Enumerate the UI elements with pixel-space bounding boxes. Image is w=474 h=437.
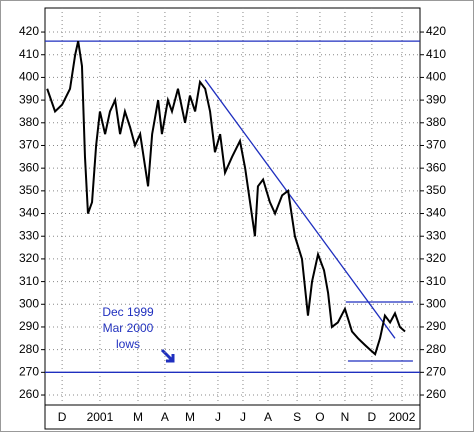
x-tick-label: 2002 [389,410,416,424]
y-tick-label: 340 [426,206,446,220]
y-tick-label: 280 [426,342,446,356]
y-tick-label: 420 [19,24,39,38]
arrow [160,348,175,363]
x-tick-label: M [133,410,143,424]
y-tick-label: 400 [19,70,39,84]
y-tick-label: 400 [426,70,446,84]
y-tick-label: 330 [19,228,39,242]
y-tick-label: 270 [426,365,446,379]
annotation: lows [116,337,140,351]
y-tick-label: 380 [19,115,39,129]
x-tick-label: O [315,410,324,424]
x-tick-label: J [215,410,221,424]
y-tick-label: 370 [19,138,39,152]
y-tick-label: 300 [426,296,446,310]
x-tick-label: D [58,410,67,424]
annotation: Dec 1999 [102,305,154,319]
y-tick-label: 280 [19,342,39,356]
y-tick-label: 390 [19,92,39,106]
x-tick-label: 2001 [87,410,114,424]
y-tick-label: 260 [19,387,39,401]
x-tick-label: S [293,410,301,424]
y-tick-label: 320 [426,251,446,265]
y-tick-label: 310 [426,274,446,288]
y-tick-label: 380 [426,115,446,129]
x-tick-label: J [240,410,246,424]
x-tick-label: A [264,410,272,424]
y-tick-label: 290 [426,319,446,333]
x-tick-label: M [185,410,195,424]
y-tick-label: 270 [19,365,39,379]
y-tick-label: 350 [426,183,446,197]
annotation: Mar 2000 [103,321,154,335]
x-tick-label: N [341,410,350,424]
y-tick-label: 260 [426,387,446,401]
plot-area [44,7,421,406]
y-tick-label: 350 [19,183,39,197]
x-tick-label: A [161,410,169,424]
y-tick-label: 390 [426,92,446,106]
y-tick-label: 330 [426,228,446,242]
y-tick-label: 410 [19,47,39,61]
x-axis-row [44,404,421,430]
y-tick-label: 370 [426,138,446,152]
price-line [46,40,406,356]
y-tick-label: 360 [19,160,39,174]
y-tick-label: 310 [19,274,39,288]
y-tick-label: 340 [19,206,39,220]
y-tick-label: 320 [19,251,39,265]
y-tick-label: 420 [426,24,446,38]
y-tick-label: 410 [426,47,446,61]
y-tick-label: 360 [426,160,446,174]
y-tick-label: 290 [19,319,39,333]
trend-line [204,79,396,339]
x-tick-label: D [368,410,377,424]
y-tick-label: 300 [19,296,39,310]
